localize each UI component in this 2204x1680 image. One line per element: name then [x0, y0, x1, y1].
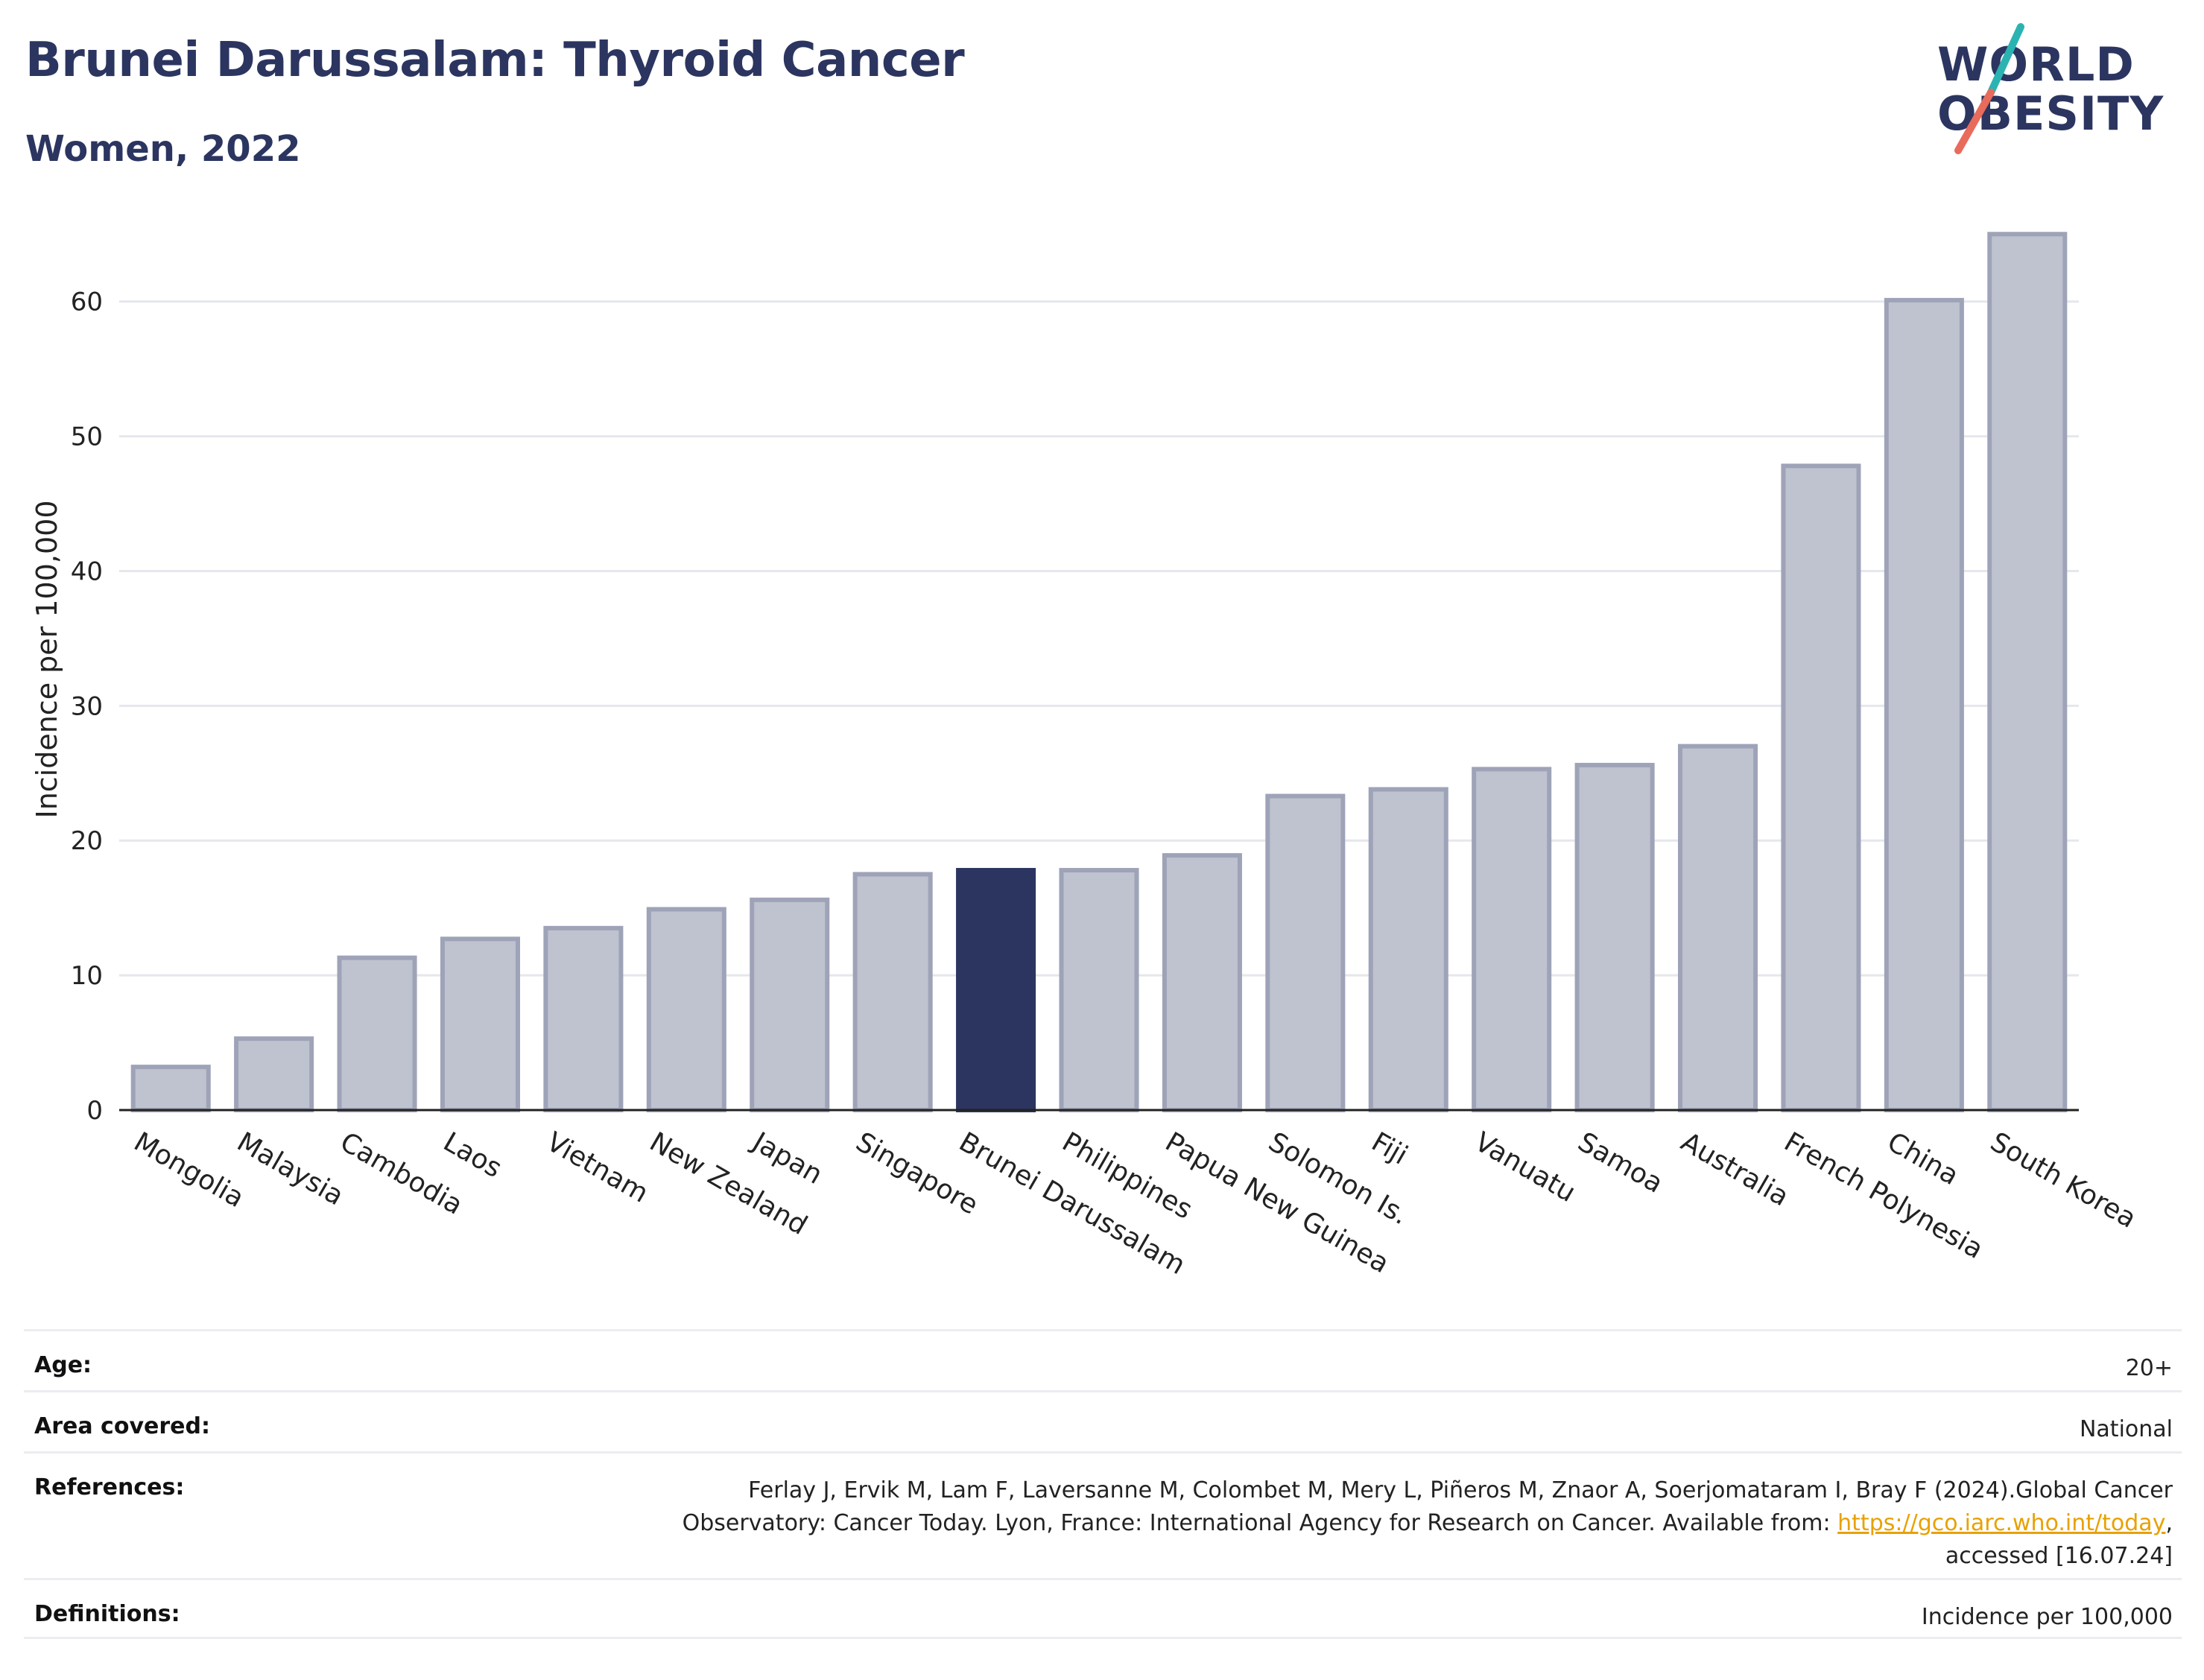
area-value: National [2079, 1416, 2173, 1442]
bar-philippines [1059, 868, 1139, 1112]
y-tick-label: 20 [71, 826, 103, 856]
y-tick-label: 10 [71, 961, 103, 991]
bar-french-polynesia [1781, 463, 1861, 1113]
bar-chart: 0 10 20 30 40 50 60 Incidence per 100,000 Mongol… [31, 232, 2141, 1281]
x-tick-label: Japan [747, 1126, 828, 1191]
bar-new-zealand [646, 907, 726, 1112]
x-tick-label: Vietnam [541, 1126, 653, 1209]
bar-fiji [1368, 787, 1448, 1112]
x-tick-label: Samoa [1573, 1126, 1668, 1199]
meta-row-age: Age: 20+ [24, 1329, 2182, 1390]
bar-laos [440, 936, 520, 1112]
references-label: References: [34, 1474, 185, 1500]
bar-samoa [1574, 762, 1655, 1112]
meta-row-references: References: Ferlay J, Ervik M, Lam F, La… [24, 1451, 2182, 1578]
x-tick-label: South Korea [1985, 1126, 2141, 1234]
bar-papua-new-guinea [1162, 853, 1242, 1112]
definitions-label: Definitions: [34, 1601, 180, 1627]
bar-japan [750, 897, 830, 1113]
y-tick-label: 50 [71, 422, 103, 452]
y-tick-label: 0 [86, 1096, 103, 1126]
x-tick-label: China [1882, 1126, 1964, 1191]
age-value: 20+ [2125, 1355, 2173, 1381]
references-link[interactable]: https://gco.iarc.who.int/today [1837, 1510, 2166, 1536]
x-tick-label: Mongolia [129, 1126, 250, 1214]
x-tick-label: Malaysia [232, 1126, 349, 1211]
bar-south-korea [1987, 232, 2068, 1113]
definitions-value: Incidence per 100,000 [1921, 1604, 2173, 1630]
page-title: Brunei Darussalam: Thyroid Cancer [25, 33, 965, 88]
references-line-2: Observatory: Cancer Today. Lyon, France:… [682, 1510, 1838, 1536]
bar-china [1884, 297, 1964, 1112]
references-line-3: accessed [16.07.24] [1945, 1543, 2173, 1569]
bar-mongolia [130, 1065, 211, 1113]
x-tick-label: French Polynesia [1779, 1126, 1988, 1265]
bar-brunei-darussalam [956, 868, 1036, 1112]
y-tick-label: 30 [71, 691, 103, 721]
y-tick-label: 40 [71, 557, 103, 586]
page-subtitle: Women, 2022 [25, 128, 301, 170]
meta-row-area: Area covered: National [24, 1390, 2182, 1451]
logo-line-1: WORLD [1937, 37, 2135, 92]
y-axis-label: Incidence per 100,000 [31, 500, 63, 818]
x-tick-label: Fiji [1367, 1126, 1413, 1171]
x-tick-label: Australia [1676, 1126, 1793, 1212]
metadata-table: Age: 20+ Area covered: National Referenc… [24, 1329, 2182, 1639]
age-label: Age: [34, 1352, 92, 1378]
bar-australia [1678, 744, 1758, 1113]
bar-cambodia [337, 955, 417, 1112]
references-value: Ferlay J, Ervik M, Lam F, Laversanne M, … [683, 1474, 2173, 1573]
bar-malaysia [234, 1036, 314, 1112]
bar-solomon-is- [1265, 793, 1346, 1112]
bar-vietnam [543, 925, 624, 1113]
references-line-1: Ferlay J, Ervik M, Lam F, Laversanne M, … [748, 1477, 2173, 1503]
y-tick-label: 60 [71, 288, 103, 317]
area-label: Area covered: [34, 1413, 210, 1439]
logo-slash-icon [1954, 23, 2024, 154]
meta-row-definitions: Definitions: Incidence per 100,000 [24, 1578, 2182, 1639]
bar-vanuatu [1472, 767, 1552, 1113]
x-tick-label: Laos [438, 1126, 507, 1184]
bar-singapore [852, 872, 933, 1112]
references-comma: , [2165, 1510, 2173, 1536]
x-tick-label: Vanuatu [1469, 1126, 1580, 1208]
world-obesity-logo: WORLD OBESITY [1937, 21, 2191, 162]
